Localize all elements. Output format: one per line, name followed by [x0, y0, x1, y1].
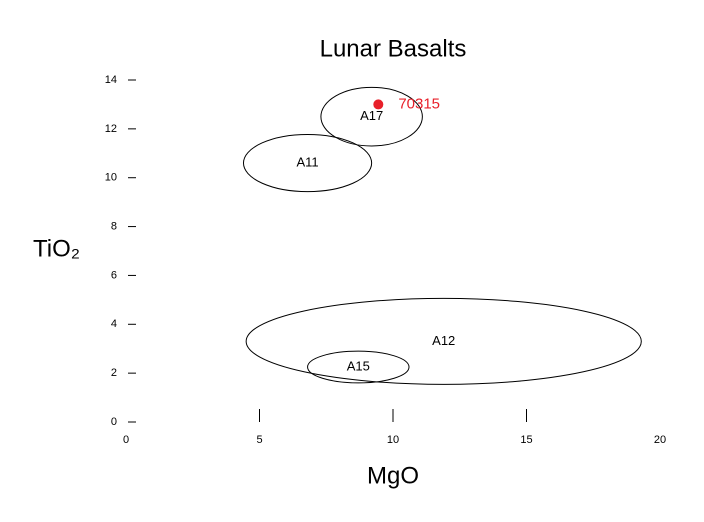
y-axis-title: TiO₂: [33, 235, 80, 262]
field-ellipse: [307, 350, 410, 384]
field-ellipse: [320, 86, 423, 147]
y-tick-label: 4: [111, 318, 117, 330]
y-tick-label: 0: [111, 416, 117, 428]
x-tick-label: 10: [387, 434, 399, 446]
y-tick-label: 8: [111, 220, 117, 232]
field-ellipse: [242, 133, 373, 193]
field-label: A11: [296, 154, 318, 169]
point-label: 70315: [398, 95, 440, 112]
x-tick-label: 15: [520, 434, 532, 446]
y-tick-label: 12: [105, 123, 117, 135]
y-tick-label: 14: [105, 74, 117, 86]
x-tick-label: 0: [123, 434, 129, 446]
y-tick-label: 6: [111, 269, 117, 281]
y-tick-label: 2: [111, 367, 117, 379]
x-axis-title: MgO: [367, 462, 419, 489]
field-ellipse: [245, 297, 642, 385]
x-tick-label: 5: [256, 434, 262, 446]
x-tick-label: 20: [654, 434, 666, 446]
data-point: [373, 99, 384, 110]
chart-title: Lunar Basalts: [320, 35, 467, 62]
field-label: A17: [360, 108, 383, 123]
field-label: A12: [432, 333, 455, 348]
y-tick-label: 10: [105, 172, 117, 184]
field-label: A15: [347, 358, 370, 373]
